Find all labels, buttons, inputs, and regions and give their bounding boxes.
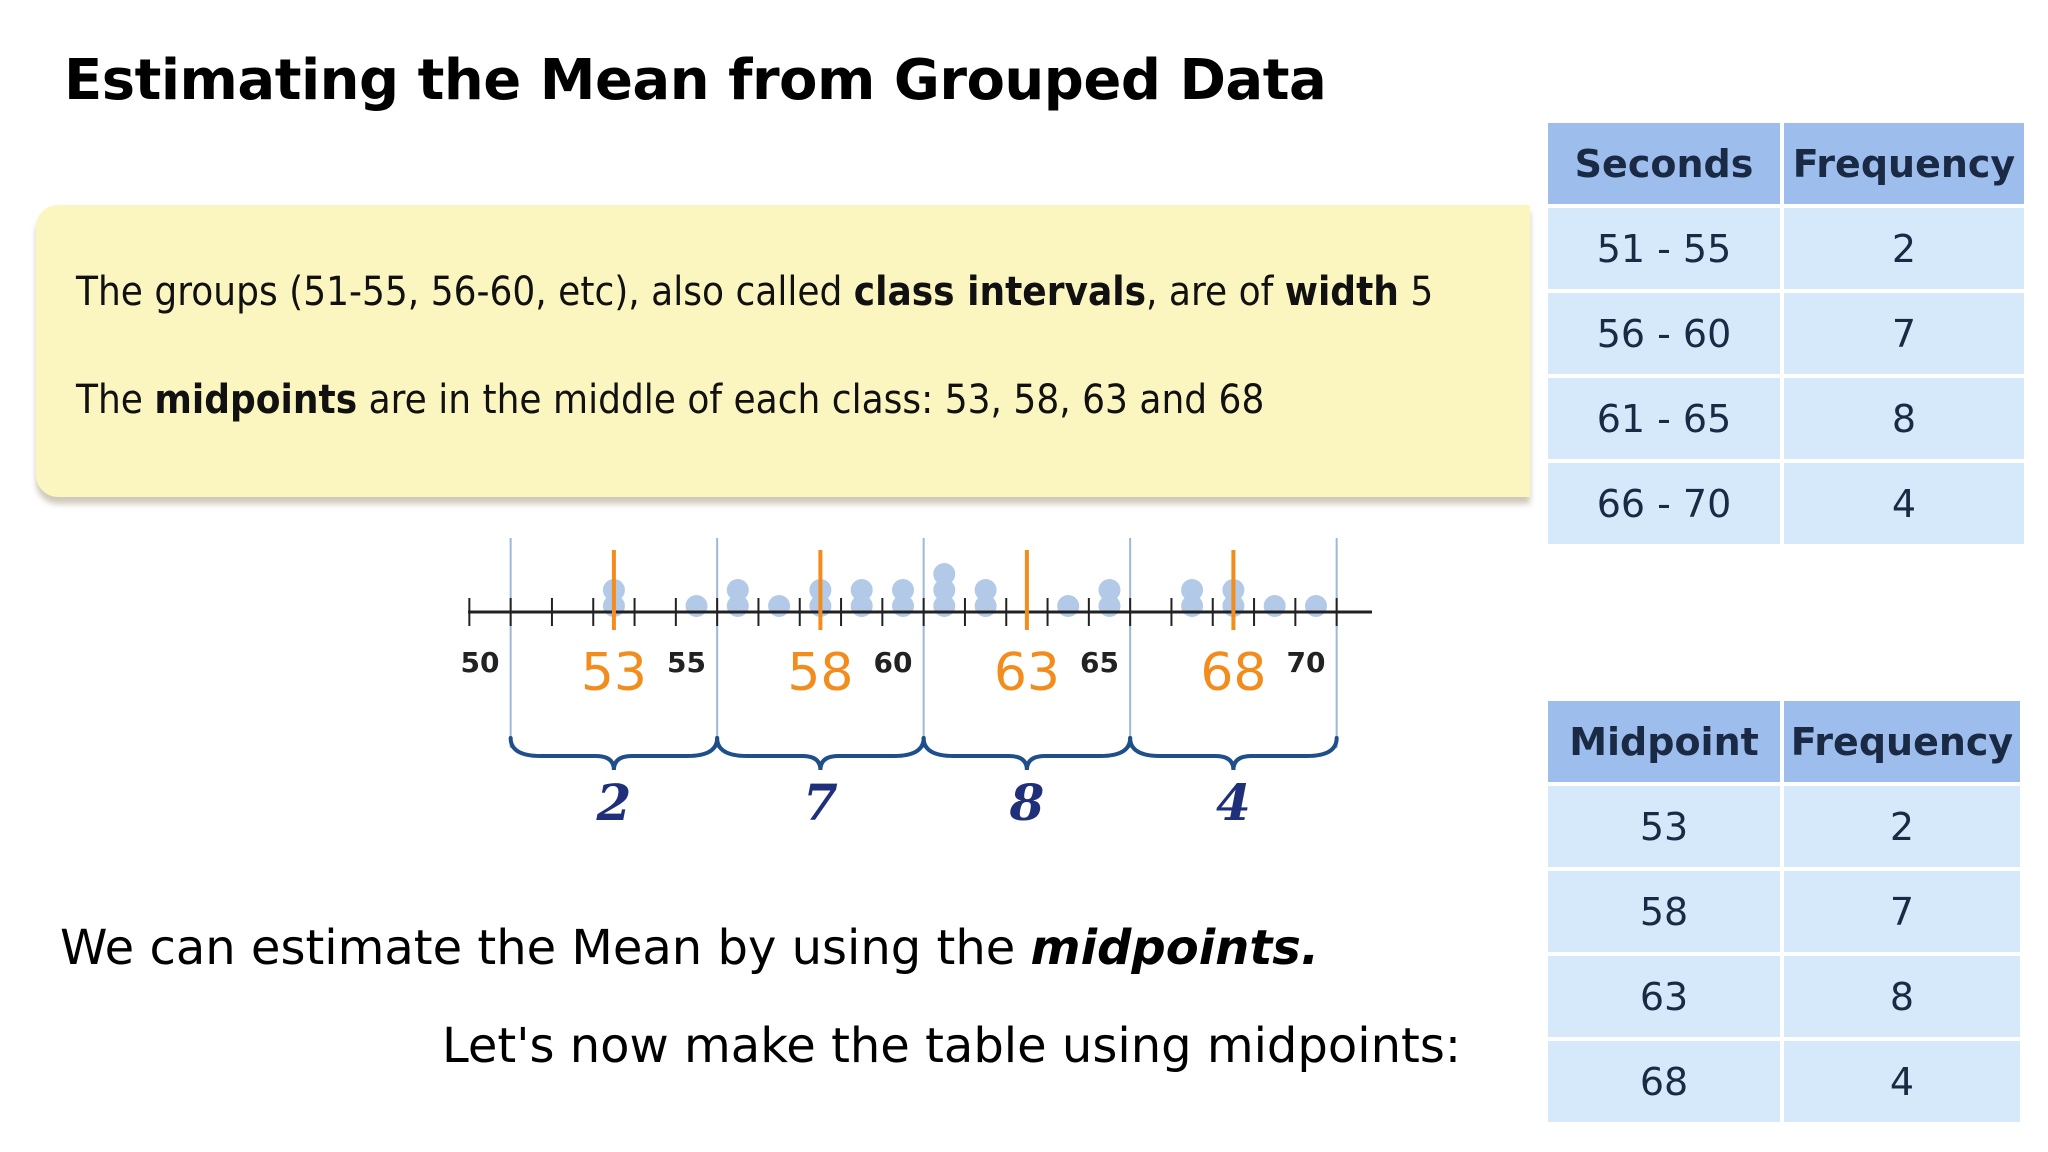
- header-frequency: Frequency: [1784, 701, 2020, 782]
- group-count-label: 2: [596, 773, 632, 832]
- table-row: 66 - 70 4: [1548, 463, 2024, 544]
- table-row: 58 7: [1548, 871, 2020, 952]
- term-class-intervals: class intervals: [853, 269, 1147, 315]
- midpoint-cell: 53: [1548, 786, 1780, 867]
- page-title: Estimating the Mean from Grouped Data: [64, 48, 1327, 113]
- frequency-cell: 4: [1784, 463, 2024, 544]
- frequency-cell: 8: [1784, 378, 2024, 459]
- frequency-cell: 8: [1784, 956, 2020, 1037]
- table-row: 51 - 55 2: [1548, 208, 2024, 289]
- midpoint-cell: 68: [1548, 1041, 1780, 1122]
- boundary-label: 55: [667, 646, 706, 679]
- midpoint-label: 68: [1200, 643, 1266, 703]
- data-dot: [1263, 595, 1286, 617]
- group-brace: [715, 736, 926, 771]
- seconds-cell: 61 - 65: [1548, 378, 1780, 459]
- frequency-cell: 2: [1784, 786, 2020, 867]
- data-dot: [768, 595, 791, 617]
- data-dot: [1057, 595, 1080, 617]
- group-count-label: 8: [1009, 773, 1045, 832]
- seconds-cell: 66 - 70: [1548, 463, 1780, 544]
- table-row: 68 4: [1548, 1041, 2020, 1122]
- frequency-cell: 2: [1784, 208, 2024, 289]
- table-intro-sentence: Let's now make the table using midpoints…: [442, 1018, 1461, 1074]
- group-count-label: 4: [1216, 773, 1251, 832]
- definition-note: The groups (51-55, 56-60, etc), also cal…: [36, 205, 1530, 497]
- boundary-label: 50: [461, 646, 500, 679]
- midpoint-cell: 58: [1548, 871, 1780, 952]
- term-midpoints: midpoints: [154, 377, 358, 423]
- data-dot: [933, 579, 956, 601]
- seconds-cell: 51 - 55: [1548, 208, 1780, 289]
- header-midpoint: Midpoint: [1548, 701, 1780, 782]
- term-width: width: [1284, 269, 1399, 315]
- midpoints-emphasis: midpoints.: [1030, 920, 1320, 976]
- midpoint-cell: 63: [1548, 956, 1780, 1037]
- group-brace: [508, 736, 720, 771]
- midpoint-sentence: The midpoints are in the middle of each …: [76, 377, 1265, 423]
- boundary-label: 60: [874, 646, 913, 679]
- data-dot: [974, 579, 997, 601]
- number-line-diagram: 50 55 60 65 70 53 58 63 68 2 7 8 4: [461, 538, 1372, 832]
- midpoint-frequency-table: Midpoint Frequency 53 2 58 7 63 8 68 4: [1544, 697, 2024, 1126]
- table-row: 56 - 60 7: [1548, 293, 2024, 374]
- group-brace: [921, 736, 1133, 771]
- midpoint-label: 53: [581, 643, 647, 703]
- data-dot: [685, 595, 708, 617]
- boundary-label: 65: [1080, 646, 1119, 679]
- data-dot: [1305, 595, 1327, 617]
- frequency-cell: 7: [1784, 293, 2024, 374]
- group-count-label: 7: [803, 773, 838, 832]
- boundary-label: 70: [1287, 646, 1326, 679]
- table-row: 53 2: [1548, 786, 2020, 867]
- frequency-cell: 4: [1784, 1041, 2020, 1122]
- seconds-frequency-table: Seconds Frequency 51 - 55 2 56 - 60 7 61 -…: [1544, 119, 2028, 548]
- header-frequency: Frequency: [1784, 123, 2024, 204]
- table-row: 63 8: [1548, 956, 2020, 1037]
- data-dot: [726, 579, 749, 601]
- midpoint-label: 63: [994, 643, 1060, 703]
- header-seconds: Seconds: [1548, 123, 1780, 204]
- data-dot: [850, 579, 873, 601]
- table-row: 61 - 65 8: [1548, 378, 2024, 459]
- data-dot: [1098, 579, 1121, 601]
- frequency-cell: 7: [1784, 871, 2020, 952]
- group-brace: [1128, 736, 1339, 771]
- data-dot: [1181, 579, 1204, 601]
- estimate-sentence: We can estimate the Mean by using the mi…: [60, 920, 1320, 976]
- data-dot: [933, 563, 956, 585]
- seconds-cell: 56 - 60: [1548, 293, 1780, 374]
- data-dot: [892, 579, 914, 601]
- midpoint-label: 58: [787, 643, 853, 703]
- class-interval-sentence: The groups (51-55, 56-60, etc), also cal…: [76, 269, 1434, 315]
